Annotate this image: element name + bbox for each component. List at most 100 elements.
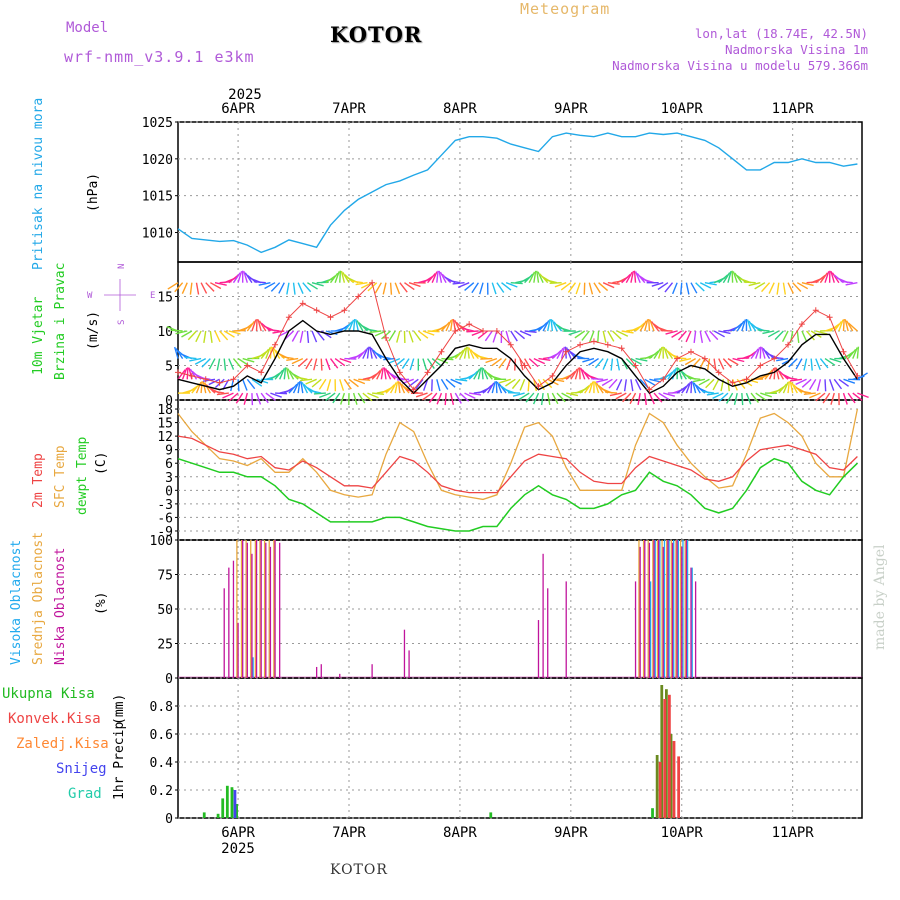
wind-arrow — [727, 379, 730, 392]
wind-arrow — [657, 282, 669, 290]
y-tick-label: 1020 — [142, 153, 173, 168]
wind-arrow — [690, 282, 698, 294]
wind-arrow — [792, 282, 802, 292]
y-tick-label: 25 — [157, 638, 173, 653]
wind-arrow — [685, 282, 690, 295]
wind-arrow — [452, 282, 465, 285]
wind-arrow — [288, 383, 298, 394]
y-tick-label: 0 — [165, 394, 173, 409]
y-tick-label: 15 — [157, 291, 173, 306]
wind-arrow — [677, 330, 687, 341]
wind-arrow — [591, 377, 604, 380]
wind-arrow — [746, 350, 757, 360]
wind-arrow — [362, 347, 369, 359]
wind-direction-arrows — [166, 270, 869, 406]
wind-arrow — [278, 282, 285, 294]
wind-arrow — [457, 282, 470, 289]
wind-arrow — [325, 392, 336, 402]
wind-gust-marker — [646, 386, 653, 393]
date-label-bottom: 6APR — [221, 825, 255, 841]
wind-arrow — [761, 346, 766, 359]
wind-arrow — [671, 330, 683, 338]
wind-arrow — [279, 367, 286, 380]
wind-arrow — [348, 378, 359, 388]
y-tick-label: 1010 — [142, 227, 173, 242]
wind-arrow — [463, 346, 468, 359]
y-tick-label: 9 — [165, 444, 173, 459]
wind-arrow — [528, 271, 536, 284]
wind-arrow — [671, 367, 677, 380]
wind-arrow — [399, 381, 406, 394]
t2m-legend: 2m Temp — [31, 453, 46, 508]
wind-arrow — [519, 330, 532, 337]
wind-arrow — [630, 270, 635, 283]
wind-arrow — [191, 383, 200, 394]
wind-arrow — [468, 347, 475, 359]
y-tick-label: 0 — [165, 672, 173, 687]
wind-arrow — [684, 357, 696, 366]
precip-bar — [658, 762, 662, 818]
wind-arrow — [545, 279, 558, 284]
wind-arrow — [796, 282, 809, 290]
temp-unit: (C) — [94, 452, 109, 475]
wind-gust-marker — [175, 369, 181, 376]
precip-bar — [672, 741, 676, 818]
wind-arrow — [505, 282, 518, 288]
precip-bar — [660, 685, 664, 818]
wind-gust-marker — [632, 362, 639, 369]
wind-arrow — [286, 282, 290, 295]
wind-arrow — [611, 330, 622, 340]
wind-arrow — [708, 330, 719, 341]
wind-arrow — [657, 346, 663, 359]
wind-arrow — [222, 392, 234, 399]
wind-arrow — [857, 372, 868, 380]
wind-arrow — [623, 379, 627, 392]
wind-arrow — [648, 392, 655, 405]
wind-arrow — [824, 271, 830, 283]
wind-arrow — [761, 282, 771, 293]
precip-bar — [230, 787, 234, 818]
precipitation-bars — [202, 685, 681, 818]
wind-arrow — [501, 282, 512, 291]
wind-gust-marker — [355, 293, 362, 300]
precip-bar — [665, 689, 668, 818]
precip-bar — [668, 694, 671, 818]
wind-arrow — [644, 393, 647, 406]
wind-arrow — [748, 282, 761, 287]
wind-arrow — [727, 270, 732, 283]
wind-arrow — [320, 358, 323, 371]
wind-arrow — [459, 347, 466, 359]
model-label: Model — [66, 20, 109, 36]
wind-arrow — [650, 320, 660, 332]
wind-arrow — [235, 392, 244, 404]
wind-arrow — [809, 378, 817, 390]
wind-gust-marker — [604, 341, 611, 348]
precip-bar — [489, 812, 493, 818]
wind-arrow — [370, 347, 378, 359]
wind-arrow — [755, 392, 766, 401]
wind-arrow — [704, 282, 717, 286]
wind-arrow — [265, 392, 276, 401]
wind-arrow — [566, 392, 579, 397]
wind-gust-marker — [285, 314, 292, 321]
y-tick-label: 0 — [165, 484, 173, 499]
wind-arrow — [718, 330, 731, 335]
model-name: wrf-nmm_v3.9.1 e3km — [64, 48, 255, 66]
wind-arrow — [743, 281, 756, 284]
wind-arrow — [833, 320, 843, 332]
wind-arrow — [565, 347, 572, 359]
wind-arrow — [639, 378, 649, 389]
wind-arrow — [532, 392, 540, 405]
wind-arrow — [311, 330, 318, 343]
wind-arrow — [816, 379, 822, 392]
wind-arrow — [533, 270, 537, 283]
wind-arrow — [389, 382, 397, 394]
wind-arrow — [445, 378, 456, 388]
wind-arrow — [510, 330, 518, 342]
wind-arrow — [791, 382, 798, 394]
wind-arrow — [570, 368, 578, 380]
wind-arrow — [810, 358, 813, 371]
wind-arrow — [505, 378, 516, 387]
precip-bar — [221, 798, 225, 818]
wind-arrow — [459, 392, 470, 402]
